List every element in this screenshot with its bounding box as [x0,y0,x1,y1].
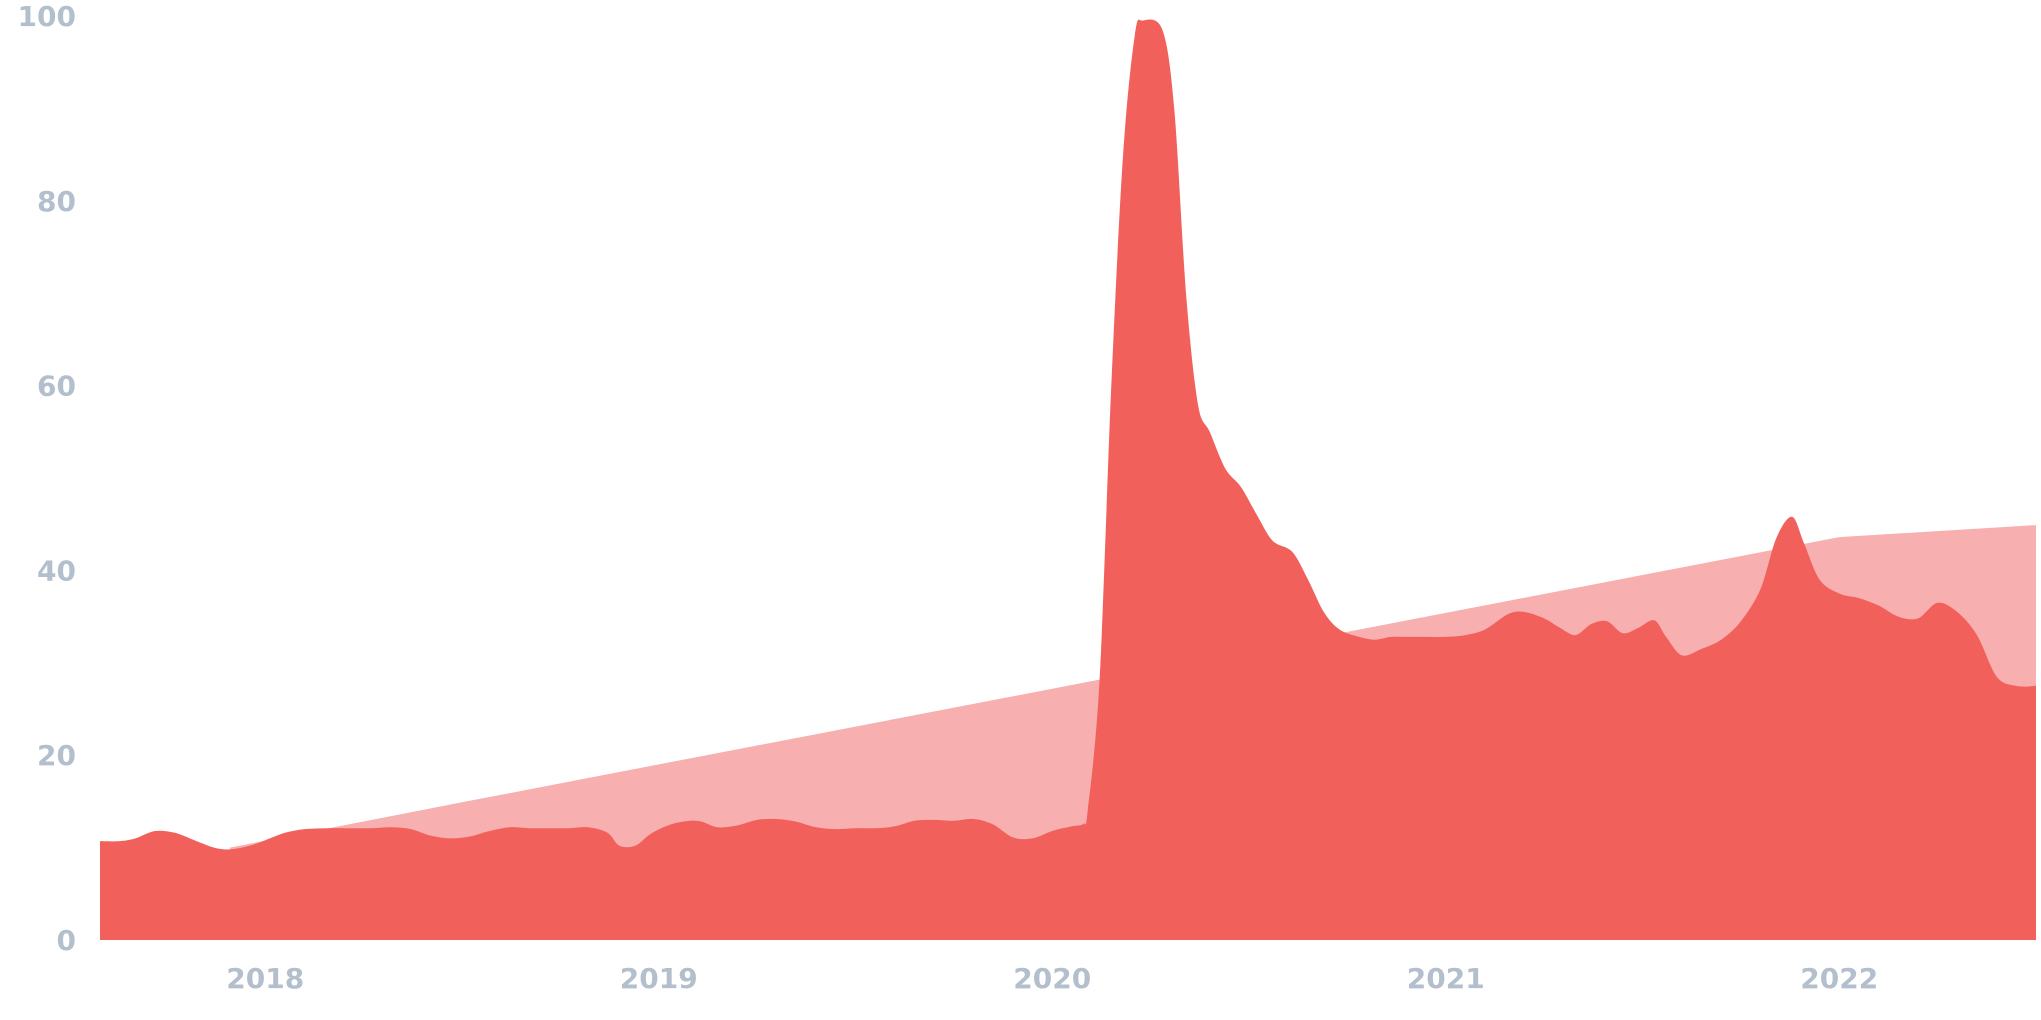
x-axis: 2018 2019 2020 2021 2022 [226,962,1878,995]
x-tick-label: 2018 [226,962,304,995]
x-tick-label: 2022 [1800,962,1878,995]
y-tick-label: 60 [37,370,76,403]
y-tick-label: 40 [37,554,76,587]
main-area-layer [100,19,2036,941]
x-tick-label: 2021 [1407,962,1485,995]
y-axis: 0 20 40 60 80 100 [18,0,76,957]
y-tick-label: 0 [57,924,76,957]
x-tick-label: 2020 [1013,962,1091,995]
main-area [100,19,2036,941]
y-tick-label: 20 [37,739,76,772]
y-tick-label: 80 [37,185,76,218]
x-tick-label: 2019 [620,962,698,995]
y-tick-label: 100 [18,0,76,33]
